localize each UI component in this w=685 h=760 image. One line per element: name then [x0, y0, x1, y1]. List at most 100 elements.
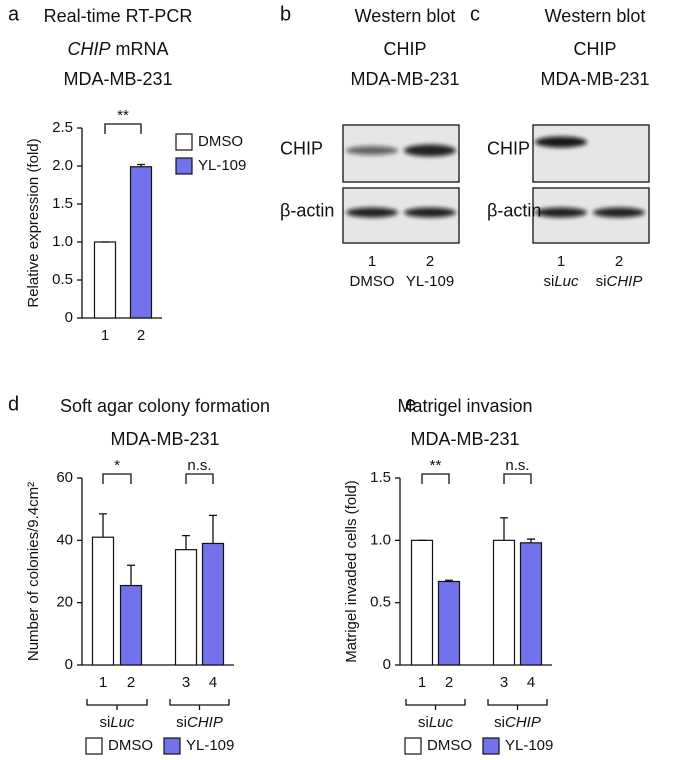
cell-line: MDA-MB-231	[110, 429, 219, 449]
legend-label: YL-109	[505, 737, 553, 754]
subtitle-part: mRNA	[111, 39, 169, 59]
gene: Luc	[554, 273, 579, 290]
blot-band	[346, 207, 398, 218]
y-tick-label: 1.5	[370, 469, 391, 486]
y-tick-label: 2.5	[52, 119, 73, 136]
error-bar	[445, 579, 453, 582]
x-tick-label: 4	[527, 674, 535, 691]
bar	[93, 241, 117, 319]
legend-label: YL-109	[186, 737, 234, 754]
group-bracket	[169, 699, 230, 710]
error-bar	[527, 538, 535, 543]
cell-line: MDA-MB-231	[63, 69, 172, 89]
bar	[201, 542, 225, 666]
x-tick-label: 2	[127, 674, 135, 691]
bar	[129, 166, 153, 319]
error-bar	[182, 535, 190, 550]
lane-number: 1	[557, 253, 565, 270]
panel-letter: d	[8, 393, 19, 415]
sig-label: **	[117, 107, 129, 124]
bar	[119, 584, 143, 666]
subtitle-part: CHIP	[67, 39, 110, 59]
prefix: si	[494, 714, 505, 731]
legend-swatch	[85, 737, 103, 755]
y-tick-label: 0.5	[370, 594, 391, 611]
lane-label: YL-109	[406, 273, 454, 290]
error-bar	[500, 517, 508, 541]
sig-bracket	[421, 473, 450, 484]
y-tick-label: 1.0	[52, 233, 73, 250]
prefix: si	[99, 714, 110, 731]
blot-title: Western blot	[355, 6, 456, 26]
sig-bracket	[503, 473, 532, 484]
lane-label: siCHIP	[596, 273, 643, 290]
blot-band	[535, 207, 587, 218]
prefix: si	[418, 714, 429, 731]
legend-swatch	[163, 737, 181, 755]
cell-line: MDA-MB-231	[410, 429, 519, 449]
blot-target: CHIP	[383, 39, 426, 59]
blot-row-label: CHIP	[487, 138, 530, 158]
bar	[174, 549, 198, 666]
lane-number: 2	[615, 253, 623, 270]
legend-label: DMSO	[427, 737, 472, 754]
x-tick-label: 1	[418, 674, 426, 691]
y-axis-label: Number of colonies/9.4cm²	[25, 482, 42, 661]
gene: CHIP	[187, 714, 223, 731]
prefix: si	[543, 273, 554, 290]
lane-text: YL-109	[406, 273, 454, 290]
prefix: si	[176, 714, 187, 731]
legend-swatch	[482, 737, 500, 755]
y-tick-label: 1.0	[370, 531, 391, 548]
prefix: si	[596, 273, 607, 290]
sig-label: n.s.	[187, 457, 211, 474]
lane-label: DMSO	[350, 273, 395, 290]
sig-label: n.s.	[505, 457, 529, 474]
chart-title: Real-time RT-PCR	[44, 6, 193, 26]
legend-swatch	[404, 737, 422, 755]
y-tick-label: 0	[383, 656, 391, 673]
x-tick-label: 1	[99, 674, 107, 691]
x-tick-label: 2	[445, 674, 453, 691]
group-bracket	[487, 699, 548, 710]
group-bracket	[405, 699, 466, 710]
y-tick-label: 40	[56, 531, 73, 548]
error-bar	[127, 564, 135, 586]
lane-label: siCHIP	[176, 714, 223, 731]
bar	[519, 542, 543, 666]
sig-bracket	[104, 123, 142, 134]
panel-letter: b	[280, 3, 291, 25]
lane-label: siCHIP	[494, 714, 541, 731]
chart-title: Soft agar colony formation	[60, 396, 270, 416]
legend-swatch	[175, 133, 193, 151]
legend-label: YL-109	[198, 157, 246, 174]
blot-target: CHIP	[573, 39, 616, 59]
lane-text: DMSO	[350, 273, 395, 290]
blot-band	[346, 146, 398, 155]
y-tick-label: 0	[65, 656, 73, 673]
y-tick-label: 1.5	[52, 195, 73, 212]
bar	[437, 580, 461, 666]
bar	[410, 539, 434, 666]
y-tick-label: 0	[65, 309, 73, 326]
panel-letter: e	[405, 393, 416, 415]
sig-label: **	[430, 457, 442, 474]
y-tick-label: 60	[56, 469, 73, 486]
y-tick-label: 20	[56, 594, 73, 611]
legend-label: DMSO	[108, 737, 153, 754]
blot-row-label: β-actin	[280, 200, 334, 220]
sig-bracket	[185, 473, 214, 484]
gene: CHIP	[505, 714, 541, 731]
legend-label: DMSO	[198, 133, 243, 150]
lane-number: 1	[368, 253, 376, 270]
error-bar	[99, 513, 107, 538]
blot-row-label: β-actin	[487, 200, 541, 220]
blot-row-label: CHIP	[280, 138, 323, 158]
lane-label: siLuc	[418, 714, 454, 731]
x-tick-label: 2	[137, 327, 145, 344]
y-axis-label: Matrigel invaded cells (fold)	[343, 480, 360, 663]
blot-band	[535, 136, 587, 148]
gene: Luc	[110, 714, 135, 731]
blot-box	[532, 124, 650, 183]
